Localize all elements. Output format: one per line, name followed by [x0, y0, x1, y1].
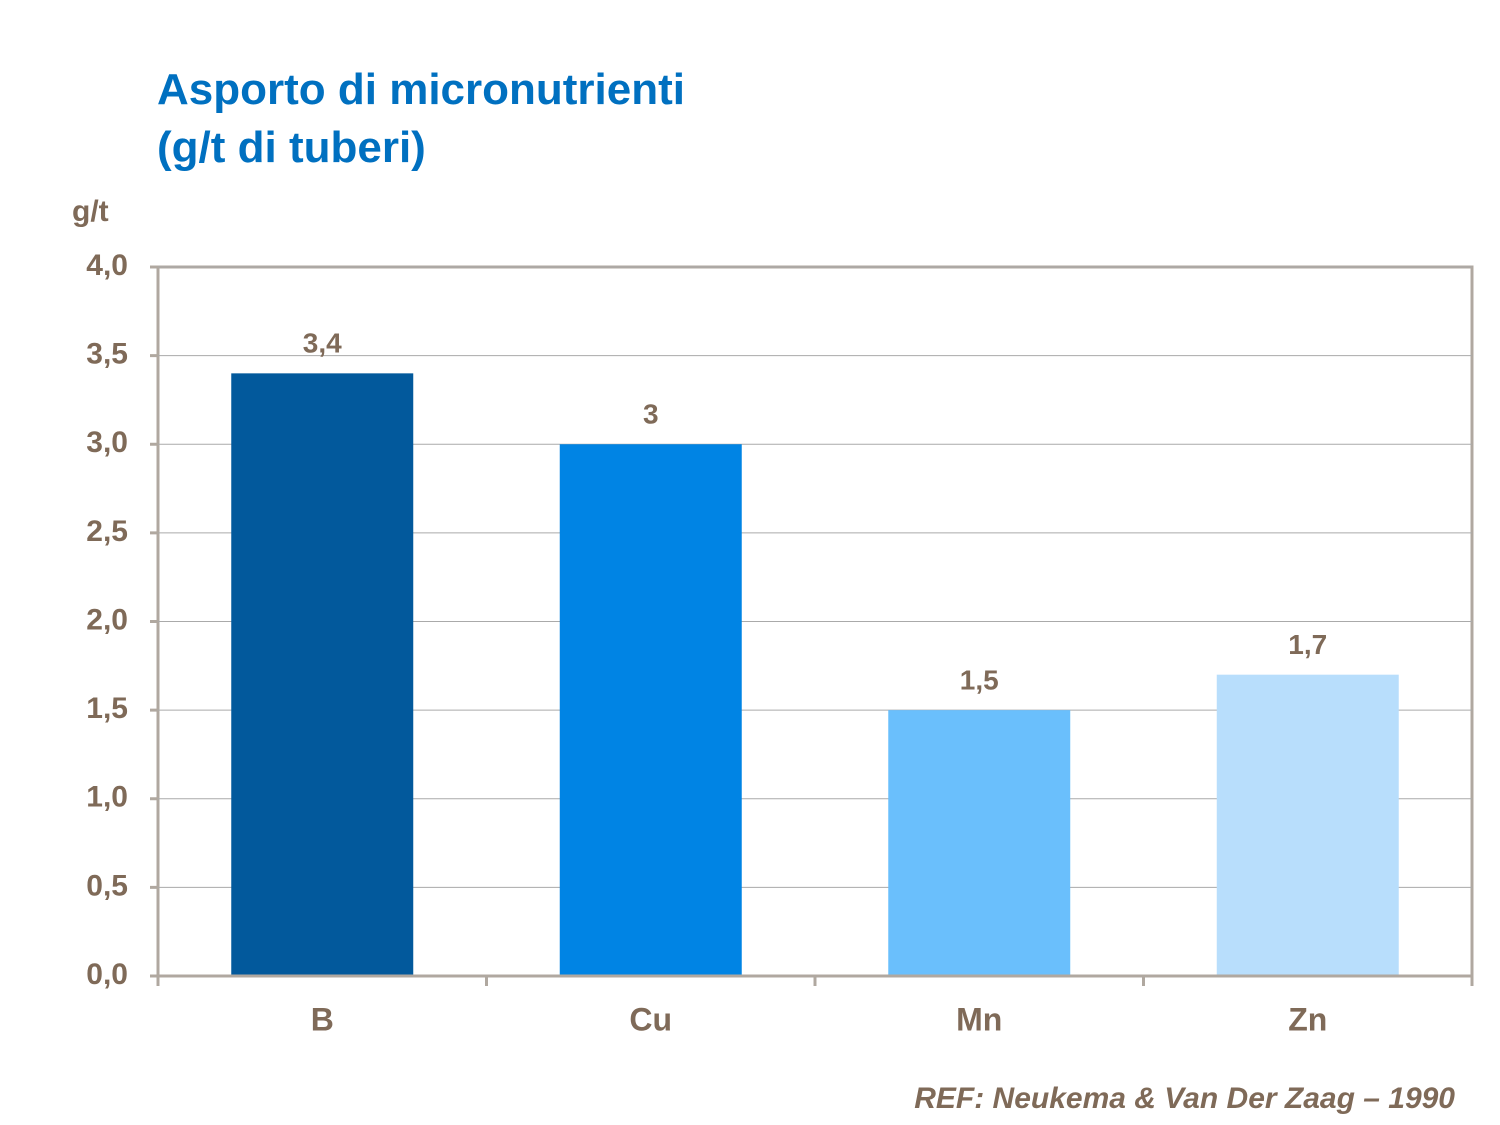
- bar: [559, 444, 742, 976]
- y-axis-label: g/t: [72, 195, 109, 228]
- value-label: 3,4: [303, 328, 342, 359]
- value-label: 1,7: [1288, 629, 1327, 660]
- bar: [231, 373, 414, 977]
- value-label: 3: [643, 399, 659, 430]
- y-tick-label: 2,5: [86, 515, 128, 548]
- y-tick-label: 3,5: [86, 338, 128, 371]
- x-tick-label: Mn: [956, 1001, 1002, 1037]
- y-tick-label: 1,0: [86, 781, 128, 814]
- bar: [1216, 674, 1399, 976]
- value-label: 1,5: [960, 665, 999, 696]
- chart-subtitle: (g/t di tuberi): [157, 123, 426, 172]
- y-tick-label: 1,5: [86, 692, 128, 725]
- x-tick-label: Zn: [1288, 1001, 1327, 1037]
- chart-title: Asporto di micronutrienti: [157, 65, 685, 114]
- y-tick-label: 2,0: [86, 603, 128, 636]
- x-tick-label: Cu: [629, 1001, 672, 1037]
- y-tick-label: 0,0: [86, 958, 128, 991]
- y-tick-label: 3,0: [86, 426, 128, 459]
- y-tick-label: 0,5: [86, 869, 128, 902]
- source-note: REF: Neukema & Van Der Zaag – 1990: [914, 1082, 1455, 1115]
- bar: [888, 710, 1071, 976]
- y-tick-label: 4,0: [86, 249, 128, 282]
- x-tick-label: B: [311, 1001, 334, 1037]
